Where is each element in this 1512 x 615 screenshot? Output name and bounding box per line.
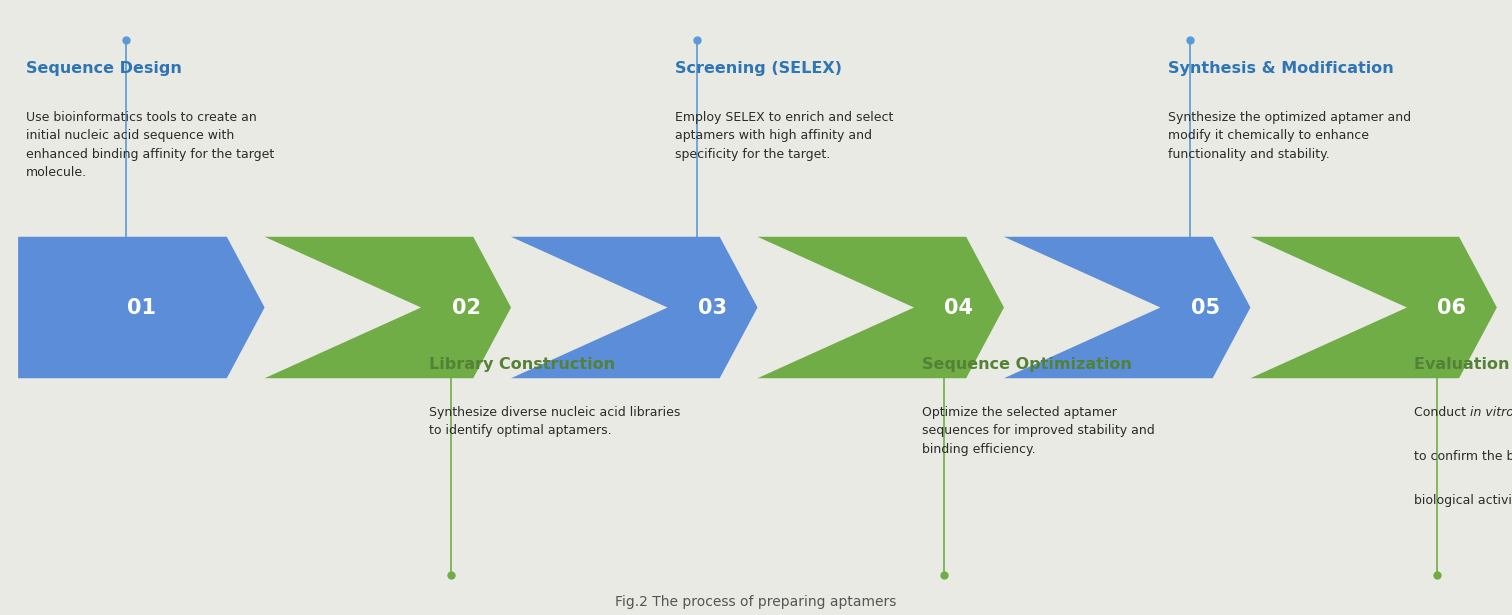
Text: Synthesize the optimized aptamer and
modify it chemically to enhance
functionali: Synthesize the optimized aptamer and mod…	[1169, 111, 1411, 161]
Polygon shape	[1250, 237, 1497, 378]
Text: Evaluation & Validation: Evaluation & Validation	[1415, 357, 1512, 371]
Polygon shape	[511, 237, 758, 378]
Text: Sequence Optimization: Sequence Optimization	[922, 357, 1131, 371]
Text: Fig.2 The process of preparing aptamers: Fig.2 The process of preparing aptamers	[615, 595, 897, 609]
Text: biological activities of the aptamers.: biological activities of the aptamers.	[1415, 494, 1512, 507]
Text: Synthesis & Modification: Synthesis & Modification	[1169, 62, 1394, 76]
Text: Synthesize diverse nucleic acid libraries
to identify optimal aptamers.: Synthesize diverse nucleic acid librarie…	[429, 406, 680, 437]
Text: Screening (SELEX): Screening (SELEX)	[674, 62, 842, 76]
Text: Employ SELEX to enrich and select
aptamers with high affinity and
specificity fo: Employ SELEX to enrich and select aptame…	[674, 111, 894, 161]
Text: 02: 02	[452, 298, 481, 317]
Text: Use bioinformatics tools to create an
initial nucleic acid sequence with
enhance: Use bioinformatics tools to create an in…	[26, 111, 274, 179]
Text: Optimize the selected aptamer
sequences for improved stability and
binding effic: Optimize the selected aptamer sequences …	[922, 406, 1154, 456]
Polygon shape	[18, 237, 265, 378]
Text: to confirm the binding properties and: to confirm the binding properties and	[1415, 450, 1512, 463]
Polygon shape	[1004, 237, 1250, 378]
Text: 04: 04	[945, 298, 974, 317]
Polygon shape	[265, 237, 511, 378]
Polygon shape	[758, 237, 1004, 378]
Text: Library Construction: Library Construction	[429, 357, 615, 371]
Text: 01: 01	[127, 298, 156, 317]
Text: Sequence Design: Sequence Design	[26, 62, 181, 76]
Text: 06: 06	[1438, 298, 1467, 317]
Text: 03: 03	[699, 298, 727, 317]
Text: 05: 05	[1191, 298, 1220, 317]
Text: Conduct: Conduct	[1415, 406, 1471, 419]
Text: in vitro: in vitro	[1471, 406, 1512, 419]
